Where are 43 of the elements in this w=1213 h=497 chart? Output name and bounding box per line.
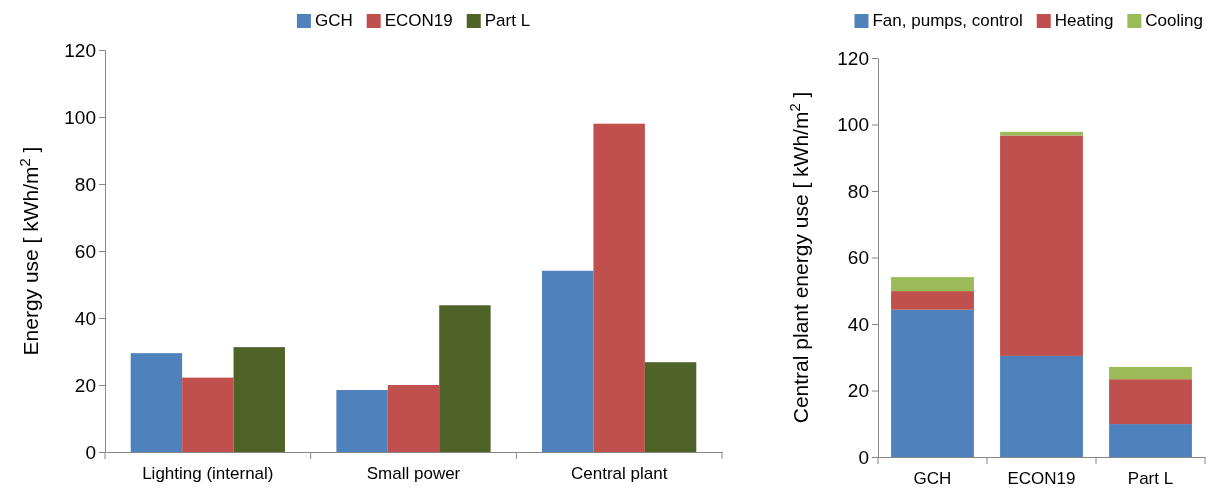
y-tick-label: 20 xyxy=(847,380,869,402)
x-tick-label: Central plant xyxy=(570,463,668,483)
bar xyxy=(1109,424,1192,457)
y-tick-label: 40 xyxy=(847,313,869,335)
y-tick-label: 80 xyxy=(74,173,96,195)
bar xyxy=(593,123,645,452)
x-tick-label: GCH xyxy=(913,468,952,488)
bar xyxy=(182,377,234,452)
y-tick-label: 120 xyxy=(64,39,96,61)
bar xyxy=(336,390,388,452)
legend-label: Fan, pumps, control xyxy=(872,11,1023,30)
bar xyxy=(387,385,440,452)
bar xyxy=(891,277,974,292)
legend-label: GCH xyxy=(314,11,353,30)
legend-label: ECON19 xyxy=(384,11,453,30)
y-tick-label: 0 xyxy=(85,441,96,463)
y-tick-label: 0 xyxy=(858,446,869,468)
bar xyxy=(891,309,974,457)
y-tick-label: 60 xyxy=(74,240,96,262)
bar xyxy=(1000,355,1083,457)
bar xyxy=(233,347,285,452)
bar xyxy=(891,291,974,310)
bar xyxy=(1000,135,1083,356)
bar xyxy=(439,305,491,452)
y-tick-label: 40 xyxy=(74,307,96,329)
bar xyxy=(542,270,594,452)
y-tick-label: 20 xyxy=(74,374,96,396)
legend-label: Cooling xyxy=(1145,11,1203,30)
x-tick-label: Part L xyxy=(1127,468,1174,488)
bar xyxy=(644,362,697,452)
x-tick-label: ECON19 xyxy=(1007,468,1076,488)
bar xyxy=(1109,366,1192,380)
y-tick-label: 80 xyxy=(847,180,869,202)
y-tick-label: 100 xyxy=(837,114,869,136)
y-tick-label: 60 xyxy=(847,247,869,269)
bar xyxy=(130,353,183,452)
legend-label: Part L xyxy=(484,11,531,30)
x-tick-label: Small power xyxy=(366,463,461,483)
y-tick-label: 120 xyxy=(837,47,869,69)
x-tick-label: Lighting (internal) xyxy=(142,463,274,483)
y-tick-label: 100 xyxy=(64,106,96,128)
legend-label: Heating xyxy=(1054,11,1114,30)
bar xyxy=(1109,379,1192,425)
